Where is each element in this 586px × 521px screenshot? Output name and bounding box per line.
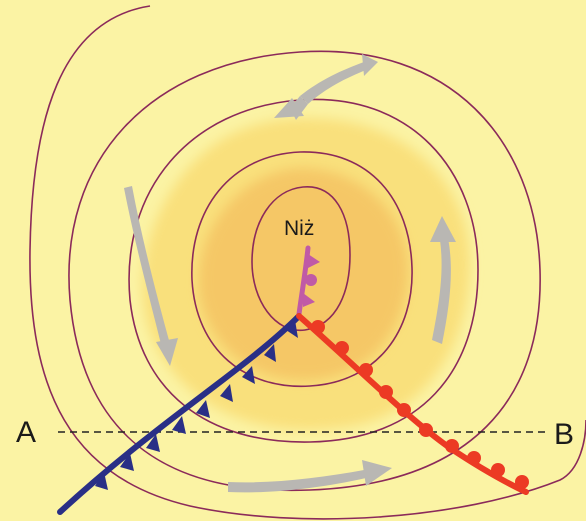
warm-front-semicircle [335, 341, 349, 355]
cold-front-triangle [220, 384, 233, 402]
warm-front [296, 313, 529, 495]
wind-arrow-top [274, 54, 378, 120]
warm-front-semicircle [491, 463, 505, 477]
cold-front-triangle [303, 293, 315, 307]
cold-front-triangle [308, 254, 320, 268]
cold-front-triangle [242, 366, 255, 384]
cold-front-triangle [264, 344, 276, 362]
cold-front-triangle [286, 320, 298, 338]
warm-front-semicircle [359, 363, 373, 377]
isobar-5 [29, 5, 586, 520]
warm-front-semicircle [467, 451, 481, 465]
isobar-4 [68, 50, 541, 492]
warm-front-semicircle [515, 475, 529, 489]
occluded-front [296, 245, 320, 317]
warm-front-semicircle [419, 423, 433, 437]
wind-arrow-left [124, 186, 178, 366]
wind-arrow-bottom [228, 460, 392, 493]
cold-front-triangle [146, 434, 160, 452]
cold-front-triangle [120, 453, 134, 471]
cold-front-triangle [196, 400, 210, 418]
point-a-label: A [16, 416, 37, 449]
cold-front-triangle [95, 472, 108, 490]
isobar-2 [191, 151, 413, 388]
point-b-label: B [554, 418, 575, 451]
warm-front-semicircle [445, 439, 459, 453]
isobar-1 [251, 186, 351, 331]
warm-front-semicircle [397, 403, 411, 417]
wind-arrow-right [430, 216, 456, 344]
isobar-3 [128, 98, 479, 443]
warm-front-semicircle [311, 320, 325, 334]
cold-front-triangle [172, 416, 186, 434]
warm-front-semicircle [305, 274, 317, 286]
low-pressure-label: Niż [284, 217, 315, 240]
warm-front-semicircle [379, 385, 393, 399]
cold-front [57, 313, 302, 515]
